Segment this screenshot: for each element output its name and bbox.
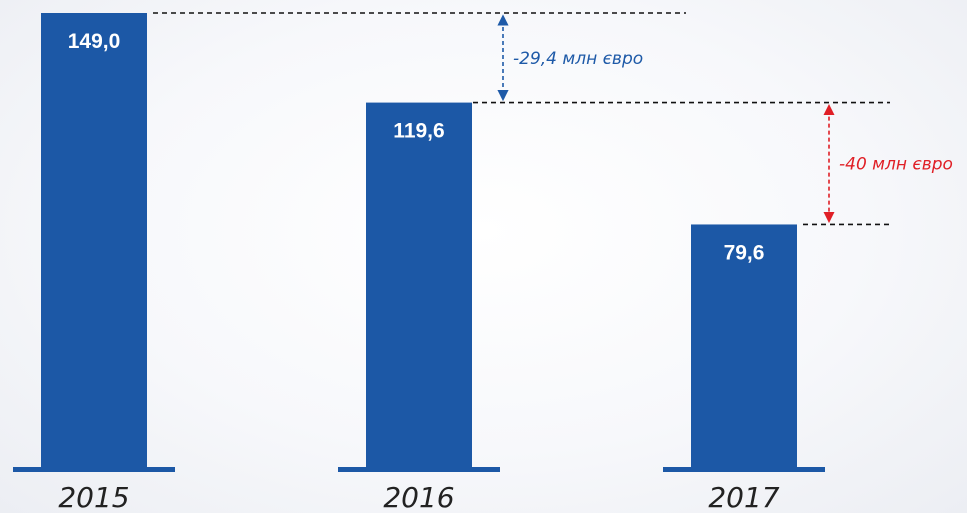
- baseline-2015: [13, 467, 175, 472]
- category-label-2015: 2015: [58, 481, 129, 513]
- bar-2017: [691, 224, 797, 467]
- baseline-2017: [663, 467, 825, 472]
- bar-2016: [366, 102, 472, 467]
- category-label-2016: 2016: [383, 481, 454, 513]
- difference-label-2: -40 млн євро: [839, 155, 953, 175]
- value-label-2015: 149,0: [68, 30, 121, 53]
- baseline-2016: [338, 467, 500, 472]
- value-label-2017: 79,6: [724, 241, 765, 264]
- category-label-2017: 2017: [708, 481, 779, 513]
- value-label-2016: 119,6: [393, 120, 444, 143]
- difference-label-1: -29,4 млн євро: [513, 49, 643, 69]
- bar-2015: [41, 13, 147, 467]
